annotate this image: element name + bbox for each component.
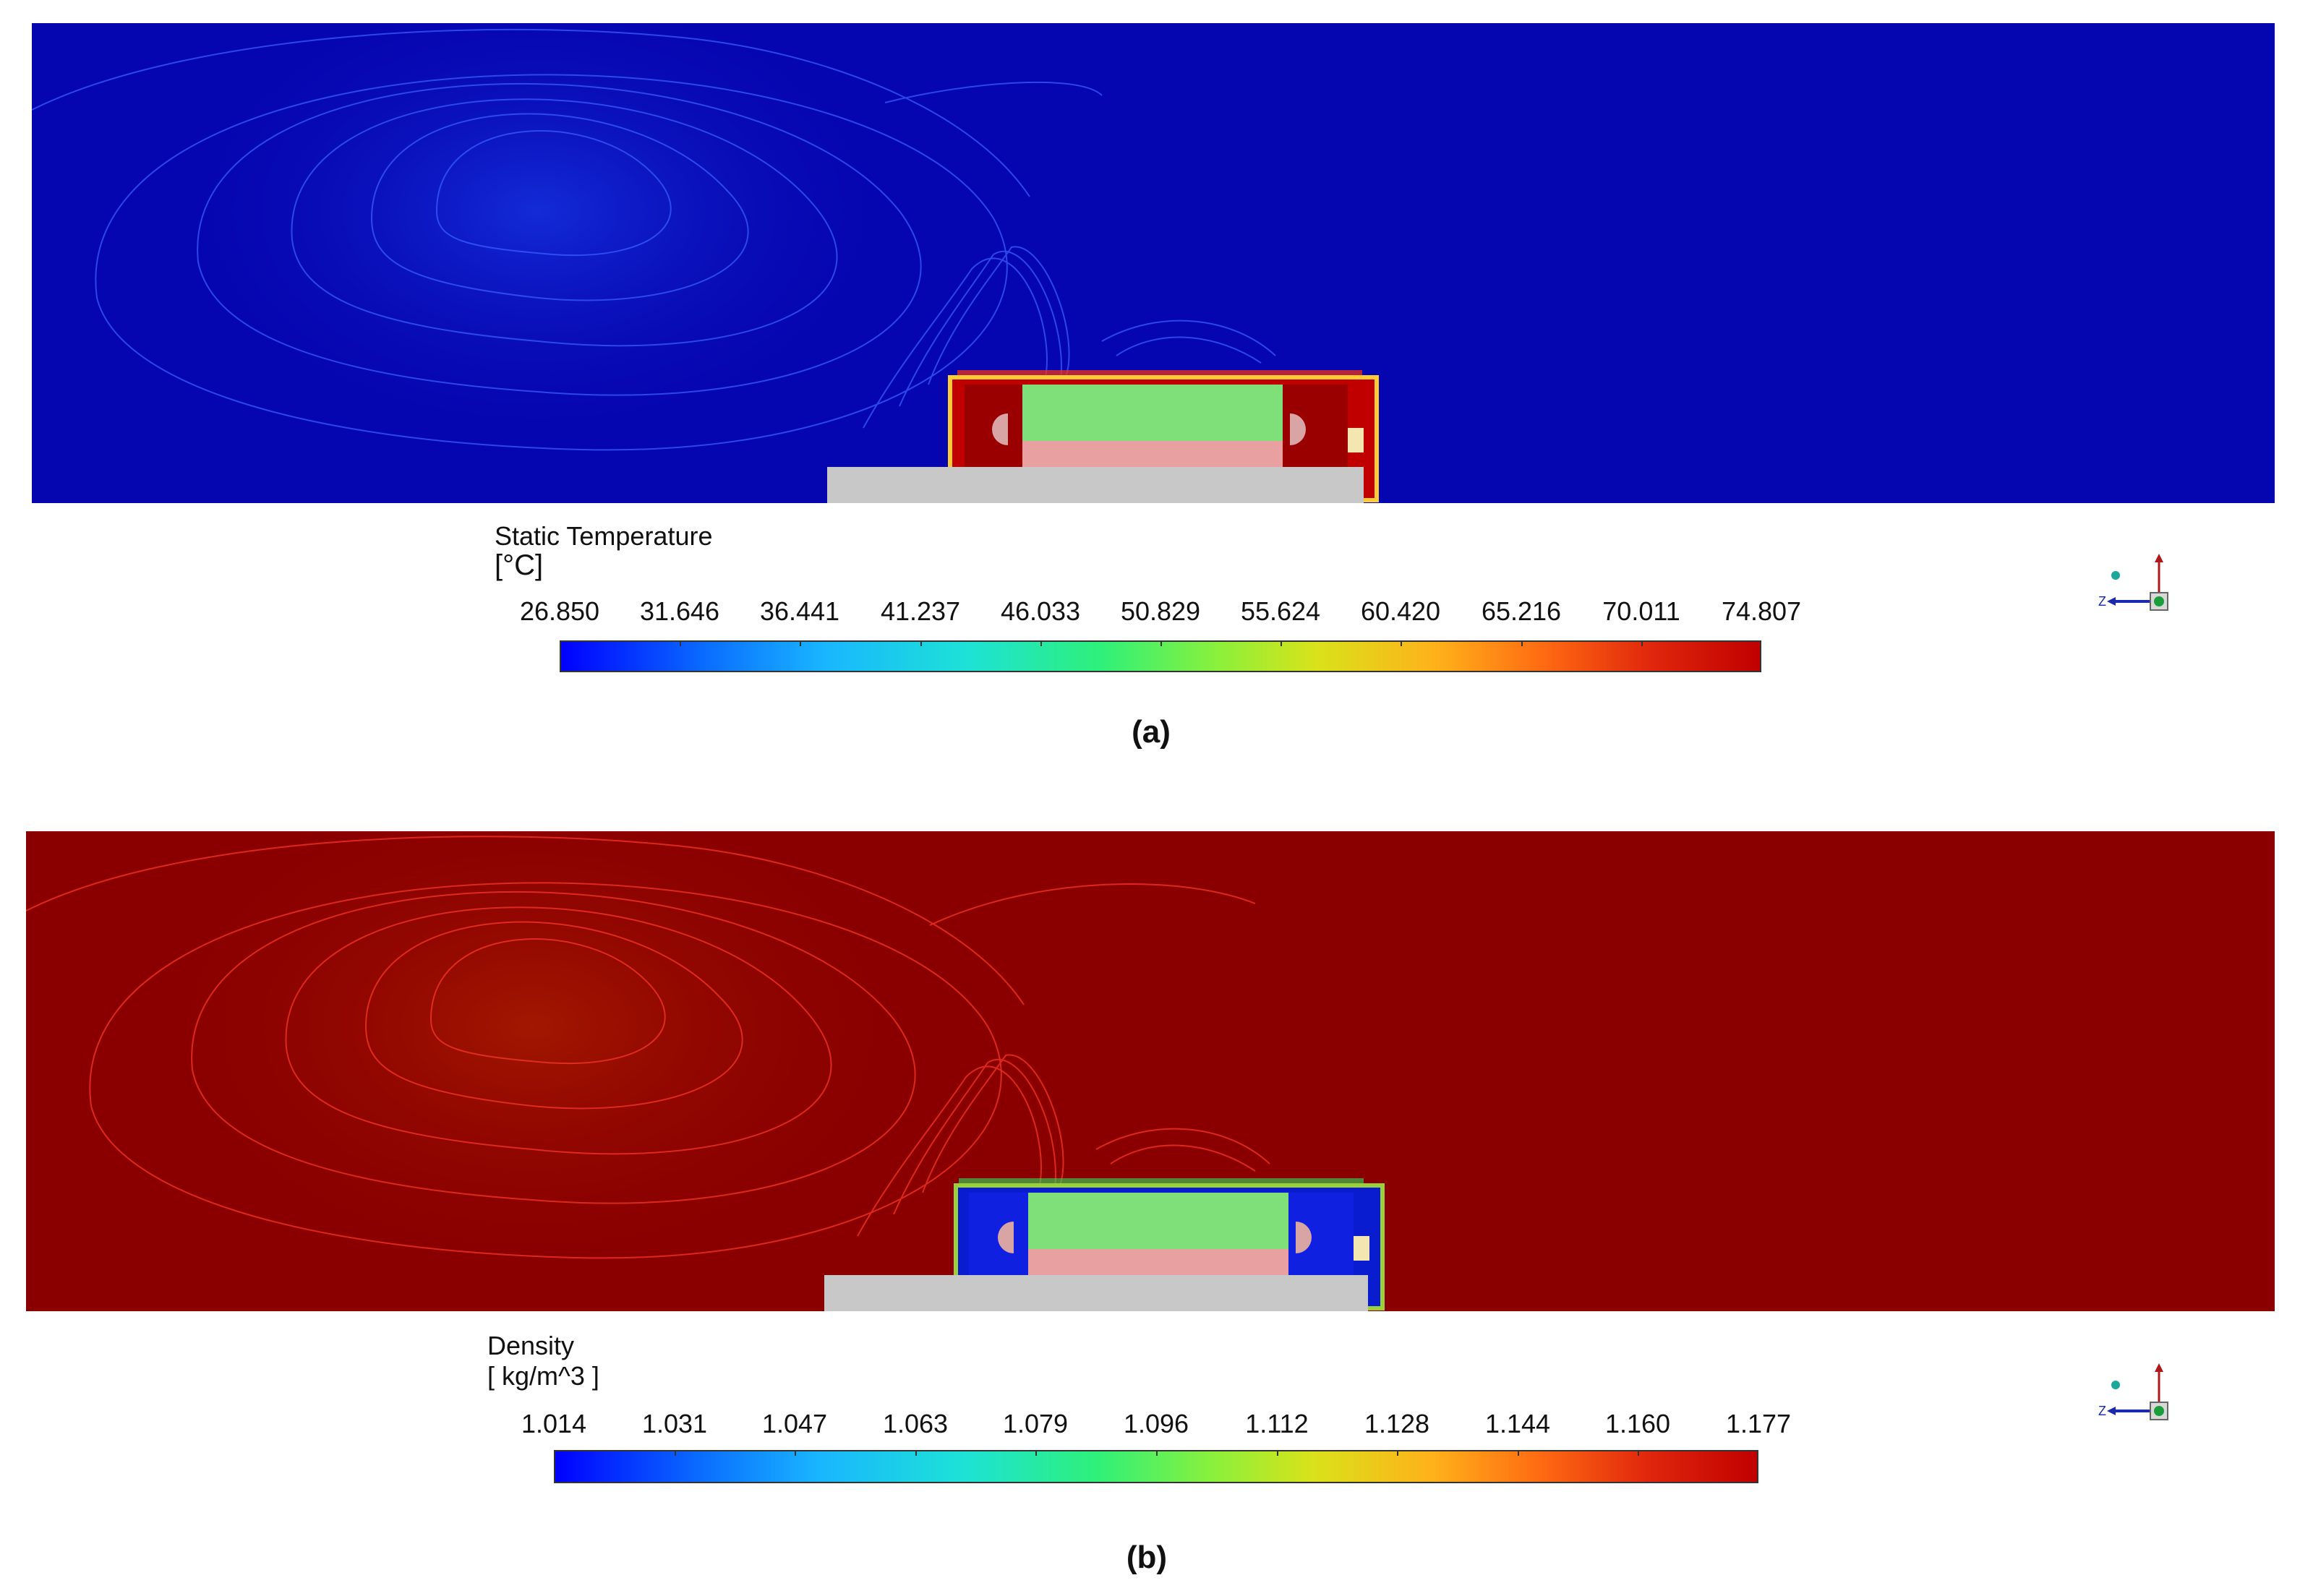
z-axis-label: Z bbox=[2098, 594, 2106, 609]
green-component bbox=[1028, 1193, 1288, 1249]
warm-plume-region bbox=[127, 831, 937, 1287]
tick-label: 1.079 bbox=[1002, 1409, 1069, 1438]
figure-caption: (b) bbox=[1126, 1540, 1168, 1575]
z-axis-label: Z bbox=[2098, 1404, 2106, 1418]
temperature-contour-svg bbox=[32, 23, 2275, 503]
base-plate bbox=[824, 1275, 1368, 1311]
figure-caption: (a) bbox=[1132, 714, 1171, 750]
density-isolines bbox=[26, 836, 1270, 1259]
tick-label: 50.829 bbox=[1120, 596, 1201, 626]
temperature-contour-plot bbox=[32, 23, 2275, 503]
legend-unit: [ kg/m^3 ] bbox=[487, 1361, 599, 1391]
tick-label: 1.112 bbox=[1245, 1409, 1309, 1438]
tick-label: 1.031 bbox=[641, 1409, 708, 1438]
tick-label: 1.047 bbox=[761, 1409, 828, 1438]
colorbar-tick-labels: 1.014 1.031 1.047 1.063 1.079 1.096 1.11… bbox=[521, 1409, 1791, 1441]
tick-label: 1.160 bbox=[1604, 1409, 1671, 1438]
tick-label: 60.420 bbox=[1360, 596, 1441, 626]
legend-unit: [°C] bbox=[495, 549, 544, 581]
heat-source-assembly bbox=[827, 370, 1379, 503]
heat-source-assembly bbox=[824, 1178, 1385, 1311]
colorbar-tick-labels: 26.850 31.646 36.441 41.237 46.033 50.82… bbox=[520, 596, 1801, 629]
temperature-isolines bbox=[32, 28, 1276, 451]
density-contour-plot bbox=[26, 831, 2275, 1311]
tick-label: 55.624 bbox=[1240, 596, 1321, 626]
tick-label: 26.850 bbox=[519, 596, 600, 626]
warm-plume-region bbox=[162, 23, 914, 450]
legend-title: Density bbox=[487, 1331, 575, 1360]
density-contour-svg bbox=[26, 831, 2275, 1311]
legend-title: Static Temperature bbox=[495, 521, 713, 551]
tick-label: 65.216 bbox=[1481, 596, 1562, 626]
coordinate-axes-icon: Z bbox=[2098, 554, 2168, 611]
tick-label: 1.014 bbox=[521, 1409, 587, 1438]
tick-label: 46.033 bbox=[1000, 596, 1081, 626]
tick-label: 70.011 bbox=[1602, 596, 1680, 626]
tick-label: 1.063 bbox=[882, 1409, 949, 1438]
temperature-colorbar bbox=[560, 640, 1761, 672]
tick-label: 1.128 bbox=[1364, 1409, 1430, 1438]
tick-label: 74.807 bbox=[1721, 596, 1802, 626]
density-colorbar bbox=[554, 1450, 1758, 1483]
tick-label: 31.646 bbox=[639, 596, 720, 626]
green-component bbox=[1022, 385, 1283, 441]
base-plate bbox=[827, 467, 1364, 503]
tick-label: 41.237 bbox=[880, 596, 961, 626]
coordinate-axes-icon: Z bbox=[2098, 1363, 2168, 1420]
tick-label: 1.096 bbox=[1123, 1409, 1189, 1438]
tick-label: 1.177 bbox=[1725, 1409, 1792, 1438]
tick-label: 36.441 bbox=[759, 596, 840, 626]
tick-label: 1.144 bbox=[1484, 1409, 1551, 1438]
